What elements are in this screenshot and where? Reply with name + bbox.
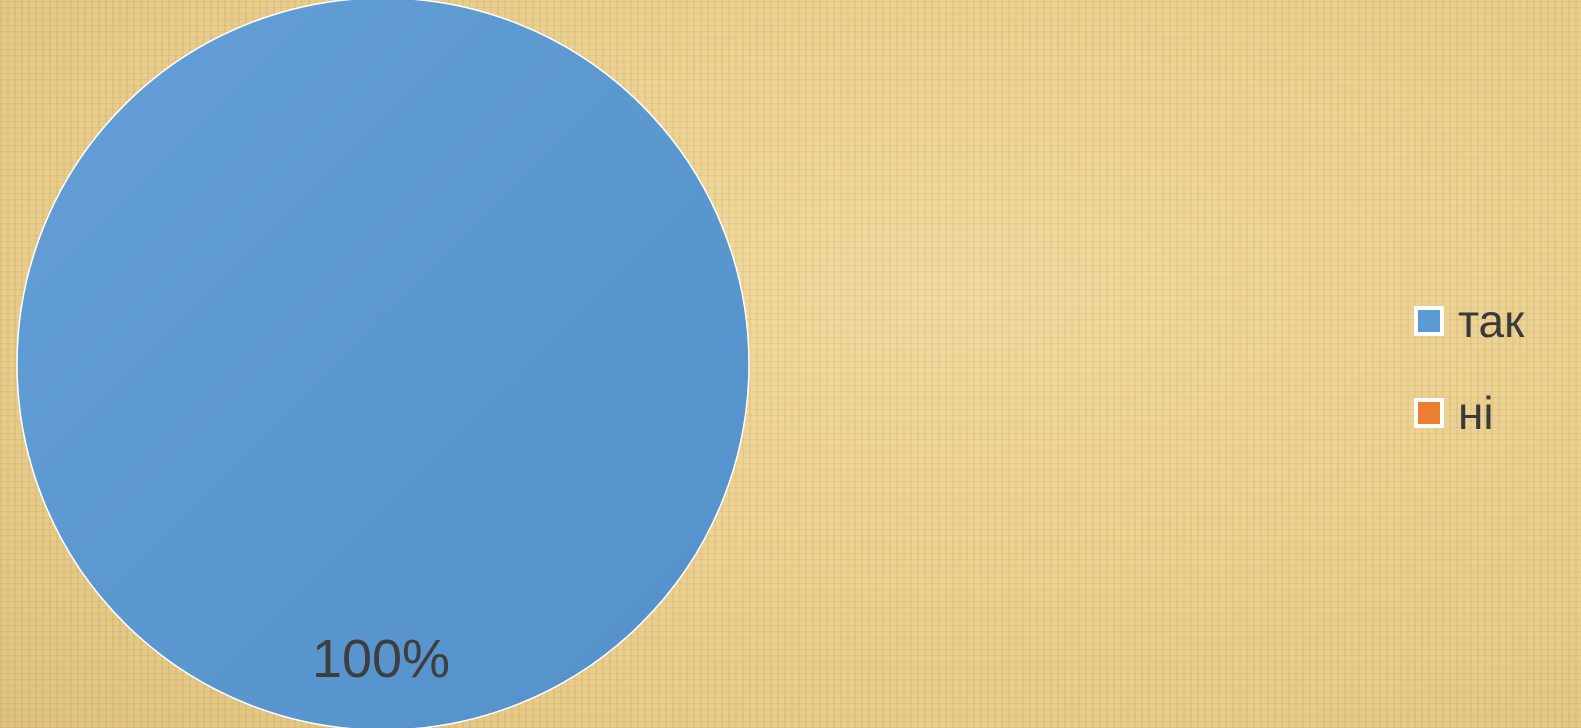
legend-label-ni: ні	[1458, 387, 1494, 439]
pie-slice-tak	[16, 0, 750, 728]
data-label-tak: 100%	[312, 629, 450, 689]
legend-item-ni: ні	[1414, 388, 1524, 438]
legend: так ні	[1414, 296, 1524, 438]
legend-label-tak: так	[1458, 295, 1525, 347]
legend-swatch-ni	[1414, 398, 1444, 428]
legend-item-tak: так	[1414, 296, 1524, 346]
legend-swatch-tak	[1414, 306, 1444, 336]
